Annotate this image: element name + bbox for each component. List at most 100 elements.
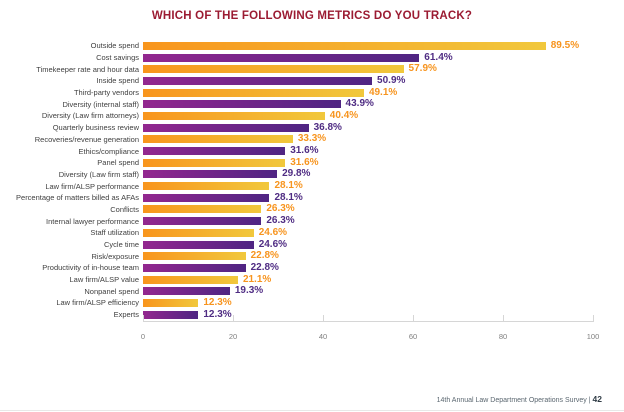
value-label: 89.5% [550, 39, 580, 51]
value-label: 24.6% [258, 238, 288, 250]
chart-row: Internal lawyer performance 26.3% [0, 215, 624, 227]
bar [143, 41, 546, 50]
bar-track: 24.6% [143, 238, 593, 250]
category-label: Diversity (Law firm attorneys) [41, 111, 139, 121]
bar [143, 298, 199, 307]
chart-row: Conflicts 26.3% [0, 204, 624, 216]
value-label: 26.3% [266, 215, 295, 227]
category-label: Productivity of in-house team [42, 263, 139, 273]
chart-row: Law firm/ALSP efficiency 12.3% [0, 297, 624, 309]
bar [143, 182, 270, 191]
bar [143, 100, 341, 109]
bar [143, 240, 254, 249]
bar [143, 193, 270, 202]
bar-track: 29.8% [143, 169, 593, 179]
chart-row: Percentage of matters billed as AFAs 28.1… [0, 192, 624, 204]
category-label: Ethics/compliance [78, 146, 139, 156]
bar [143, 228, 254, 237]
category-label: Cost savings [96, 53, 139, 63]
x-axis-tick [323, 315, 324, 322]
chart-row: Ethics/compliance 31.6% [0, 145, 624, 157]
bar [143, 111, 325, 120]
x-axis-tick [503, 315, 504, 322]
value-label: 26.3% [266, 203, 295, 215]
category-label: Inside spend [96, 76, 139, 86]
bar-chart: Outside spend 89.5% Cost savings 61.4% Timek… [0, 40, 624, 321]
bar [143, 76, 373, 85]
x-axis: 0 20 40 60 80 100 [141, 315, 599, 341]
chart-row: Third-party vendors 49.1% [0, 87, 624, 99]
category-label: Diversity (Law firm staff) [58, 169, 139, 179]
bar [143, 217, 262, 226]
value-label: 22.8% [250, 250, 279, 262]
bar-track: 49.1% [143, 86, 593, 98]
category-label: Quarterly business review [52, 123, 139, 133]
footer: 14th Annual Law Department Operations Su… [437, 394, 602, 404]
bar-track: 61.4% [143, 51, 593, 63]
bar-track: 50.9% [143, 74, 593, 86]
x-axis-tick-label: 0 [140, 332, 146, 341]
chart-title: WHICH OF THE FOLLOWING METRICS DO YOU TR… [151, 10, 473, 22]
x-axis-tick [413, 315, 414, 322]
x-axis-tick-label: 40 [318, 332, 328, 341]
chart-row: Inside spend 50.9% [0, 75, 624, 87]
x-axis-tick [593, 315, 594, 322]
bar-track: 31.6% [143, 145, 593, 157]
chart-row: Law firm/ALSP value 21.1% [0, 274, 624, 286]
chart-row: Timekeeper rate and hour data 57.9% [0, 63, 624, 75]
value-label: 19.3% [234, 285, 264, 297]
value-label: 24.6% [258, 226, 288, 238]
value-label: 31.6% [290, 145, 319, 157]
bar-track: 89.5% [143, 39, 593, 51]
bar [143, 53, 420, 62]
bar-track: 22.8% [143, 250, 593, 262]
page-bottom-rule [0, 410, 624, 411]
category-label: Panel spend [97, 158, 139, 168]
value-label: 50.9% [377, 74, 406, 86]
value-label: 28.1% [274, 180, 303, 192]
bar [143, 147, 286, 156]
category-label: Outside spend [90, 41, 139, 51]
category-label: Law firm/ALSP efficiency [56, 298, 139, 308]
chart-row: Diversity (Law firm staff) 29.8% [0, 169, 624, 181]
bar [143, 205, 262, 214]
category-label: Risk/exposure [91, 251, 139, 261]
category-label: Timekeeper rate and hour data [36, 64, 139, 74]
x-axis-tick-label: 20 [228, 332, 238, 341]
category-label: Nonpanel spend [84, 286, 139, 296]
chart-row: Risk/exposure 22.8% [0, 250, 624, 262]
chart-row: Productivity of in-house team 22.8% [0, 262, 624, 274]
value-label: 36.8% [313, 121, 342, 133]
value-label: 61.4% [424, 51, 453, 63]
category-label: Law firm/ALSP value [69, 275, 139, 285]
x-axis-tick-label: 60 [408, 332, 418, 341]
bar [143, 170, 278, 179]
bar [143, 263, 246, 272]
value-label: 33.3% [297, 133, 327, 145]
bar-track: 28.1% [143, 192, 593, 202]
chart-row: Experts 12.3% [0, 309, 624, 321]
bar-track: 21.1% [143, 273, 593, 285]
value-label: 21.1% [242, 273, 272, 285]
bar-track: 36.8% [143, 121, 593, 133]
bar-track: 22.8% [143, 262, 593, 272]
footer-separator: | [588, 397, 591, 404]
bar [143, 275, 238, 284]
value-label: 49.1% [368, 86, 398, 98]
bar-track: 28.1% [143, 180, 593, 192]
category-label: Recoveries/revenue generation [34, 134, 139, 144]
x-axis-tick [143, 315, 144, 322]
value-label: 12.3% [203, 296, 232, 308]
value-label: 40.4% [329, 109, 359, 121]
bar-track: 12.3% [143, 308, 593, 320]
value-label: 43.9% [345, 98, 374, 110]
bar-track: 43.9% [143, 98, 593, 110]
chart-row: Quarterly business review 36.8% [0, 122, 624, 134]
footer-text: 14th Annual Law Department Operations Su… [436, 397, 587, 404]
bar-track: 24.6% [143, 226, 593, 238]
category-label: Staff utilization [90, 228, 139, 238]
value-label: 12.3% [203, 308, 232, 320]
category-label: Diversity (internal staff) [62, 99, 139, 109]
bar-track: 26.3% [143, 203, 593, 215]
